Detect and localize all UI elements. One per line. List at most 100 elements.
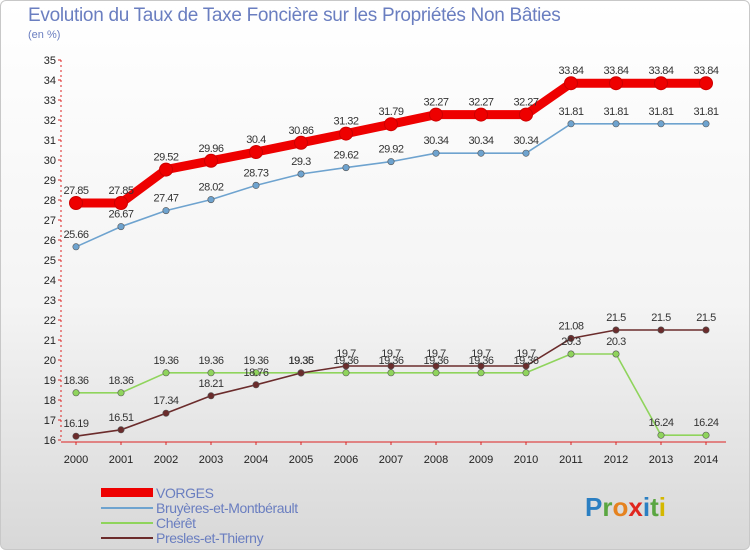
data-label: 21.5: [606, 312, 626, 324]
y-tick-label: 19: [44, 375, 56, 387]
data-label: 31.79: [378, 106, 403, 118]
data-label: 19.36: [243, 355, 268, 367]
series-vorges: [69, 76, 713, 210]
x-tick-label: 2007: [379, 454, 403, 466]
data-label: 21.5: [696, 312, 716, 324]
data-point: [72, 243, 80, 251]
y-tick-label: 29: [44, 175, 56, 187]
data-label: 19.36: [423, 355, 448, 367]
y-tick-label: 20: [44, 355, 56, 367]
data-label: 19.36: [288, 355, 313, 367]
data-point: [162, 207, 170, 215]
data-label: 30.34: [423, 135, 448, 147]
legend-label: Bruyères-et-Montbérault: [156, 500, 298, 516]
series-line: [75, 123, 707, 248]
data-point: [117, 223, 125, 231]
y-tick-label: 27: [44, 215, 56, 227]
x-tick-label: 2010: [514, 454, 538, 466]
logo-letter: x: [628, 492, 643, 522]
data-label: 16.19: [63, 418, 88, 430]
data-label: 32.27: [468, 97, 493, 109]
legend-label: Chérêt: [156, 515, 196, 531]
legend-label: Presles-et-Thierny: [156, 530, 264, 546]
data-point: [432, 362, 440, 370]
data-point: [522, 362, 530, 370]
data-label: 16.24: [648, 417, 673, 429]
data-point: [432, 369, 440, 377]
logo-letter: t: [650, 492, 659, 522]
data-point: [612, 120, 620, 128]
y-tick-label: 30: [44, 155, 56, 167]
data-label: 20.3: [606, 336, 626, 348]
data-label: 16.24: [693, 417, 718, 429]
logo-letter: P: [585, 492, 603, 522]
data-point: [117, 426, 125, 434]
data-label: 31.81: [693, 106, 718, 118]
data-point: [522, 149, 530, 157]
data-point: [612, 350, 620, 358]
data-point: [384, 117, 398, 132]
data-point: [342, 369, 350, 377]
y-tick-label: 21: [44, 335, 56, 347]
data-point: [519, 107, 533, 122]
data-point: [204, 153, 218, 168]
data-label: 25.66: [63, 229, 88, 241]
x-tick-label: 2012: [604, 454, 628, 466]
data-label: 29.62: [333, 150, 358, 162]
x-tick-label: 2002: [154, 454, 178, 466]
data-point: [252, 369, 260, 377]
data-point: [522, 369, 530, 377]
data-label: 27.85: [108, 185, 133, 197]
data-point: [474, 107, 488, 122]
x-tick-label: 2005: [289, 454, 313, 466]
data-point: [297, 369, 305, 377]
series-ch-r-t: [72, 350, 710, 439]
data-point: [159, 162, 173, 177]
data-label: 20.3: [561, 336, 581, 348]
data-point: [252, 381, 260, 389]
data-point: [654, 76, 668, 91]
data-point: [162, 409, 170, 417]
data-label: 32.27: [513, 97, 538, 109]
data-label: 29.3: [291, 156, 311, 168]
data-label: 31.81: [648, 106, 673, 118]
data-label: 18.36: [108, 375, 133, 387]
data-label: 19.36: [378, 355, 403, 367]
logo-letter: o: [612, 492, 629, 522]
data-label: 19.7: [426, 348, 446, 360]
y-tick-label: 24: [44, 275, 56, 287]
data-label: 28.02: [198, 182, 223, 194]
data-point: [114, 196, 128, 210]
data-point: [564, 76, 578, 91]
data-point: [252, 181, 260, 189]
data-point: [69, 196, 83, 210]
data-point: [657, 431, 665, 439]
data-label: 19.36: [153, 355, 178, 367]
data-label: 21.5: [651, 312, 671, 324]
data-point: [342, 164, 350, 172]
data-point: [702, 431, 710, 439]
legend-swatch: [101, 507, 153, 509]
data-label: 28.73: [243, 167, 268, 179]
data-point: [387, 158, 395, 166]
legend-swatch: [101, 537, 153, 539]
y-tick-label: 25: [44, 255, 56, 267]
data-point: [207, 392, 215, 400]
y-tick-label: 16: [44, 435, 56, 447]
data-point: [567, 120, 575, 128]
logo-letter: i: [642, 492, 651, 522]
data-label: 29.52: [153, 152, 178, 164]
y-tick-label: 26: [44, 235, 56, 247]
proxiti-logo: Proxiti: [585, 492, 666, 523]
logo-letter: i: [658, 492, 666, 522]
data-point: [72, 389, 80, 397]
data-label: 17.34: [153, 395, 178, 407]
data-point: [294, 135, 308, 150]
data-label: 30.34: [468, 135, 493, 147]
y-tick-label: 22: [44, 315, 56, 327]
data-point: [477, 369, 485, 377]
chart-subtitle: (en %): [28, 29, 61, 41]
x-tick-label: 2001: [109, 454, 133, 466]
data-point: [249, 145, 263, 159]
y-tick-label: 31: [44, 135, 56, 147]
